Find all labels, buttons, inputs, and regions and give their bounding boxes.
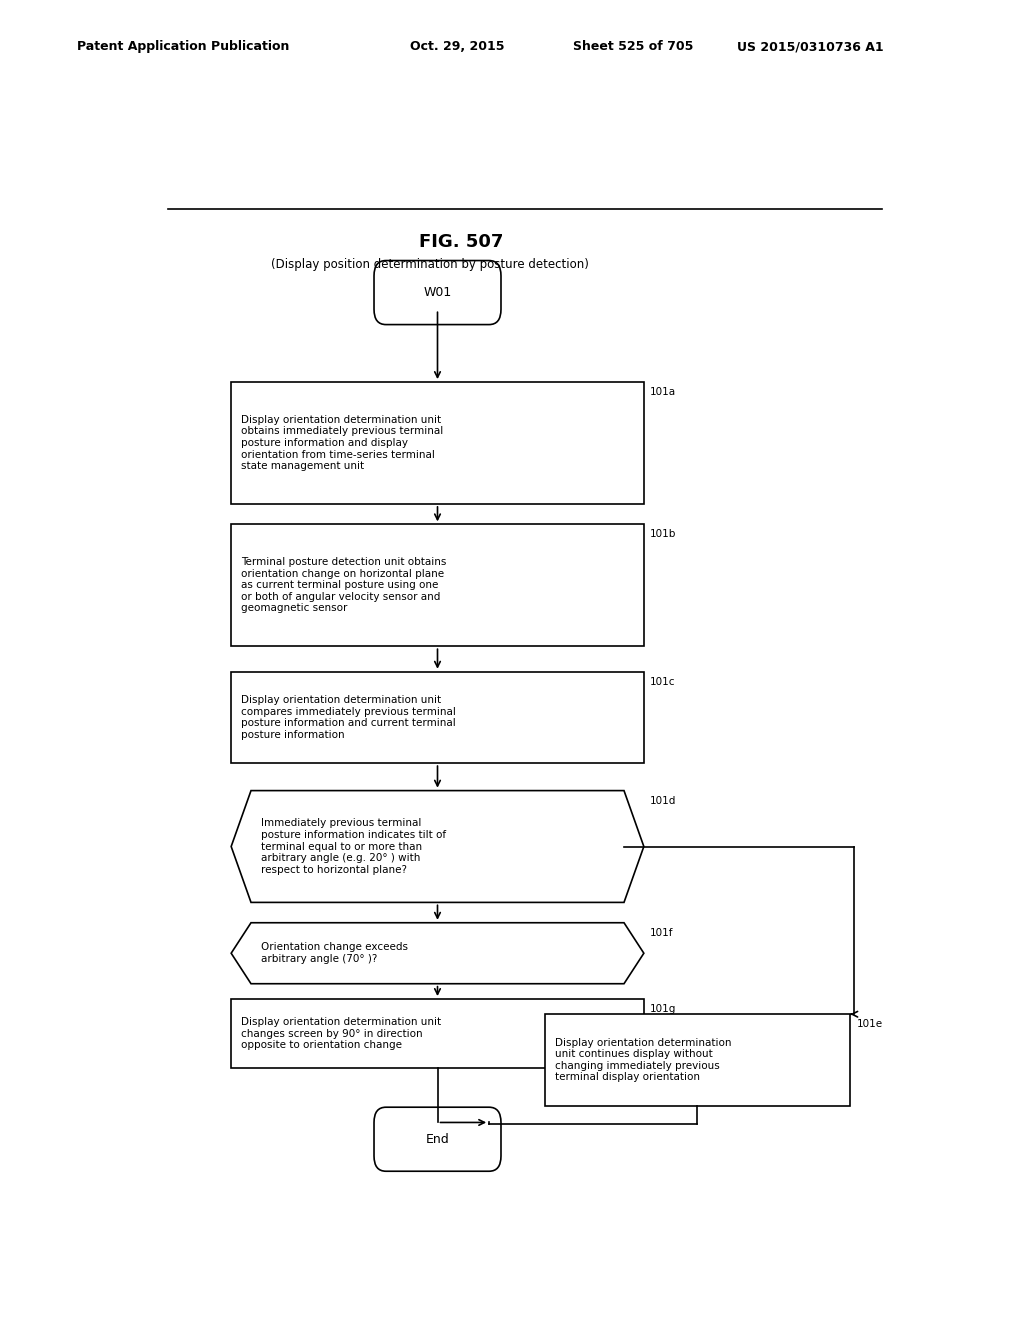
Text: (Display position determination by posture detection): (Display position determination by postu… <box>270 257 589 271</box>
Text: Display orientation determination
unit continues display without
changing immedi: Display orientation determination unit c… <box>555 1038 731 1082</box>
FancyBboxPatch shape <box>231 381 644 504</box>
FancyBboxPatch shape <box>231 999 644 1068</box>
Text: 101d: 101d <box>650 796 677 805</box>
FancyBboxPatch shape <box>374 1107 501 1171</box>
FancyBboxPatch shape <box>231 524 644 647</box>
Text: 101c: 101c <box>650 677 676 686</box>
Polygon shape <box>231 791 644 903</box>
Polygon shape <box>231 923 644 983</box>
Text: Display orientation determination unit
changes screen by 90° in direction
opposi: Display orientation determination unit c… <box>242 1016 441 1051</box>
Text: Display orientation determination unit
compares immediately previous terminal
po: Display orientation determination unit c… <box>242 696 457 739</box>
Text: Orientation change exceeds
arbitrary angle (70° )?: Orientation change exceeds arbitrary ang… <box>261 942 409 964</box>
Text: Terminal posture detection unit obtains
orientation change on horizontal plane
a: Terminal posture detection unit obtains … <box>242 557 446 614</box>
Text: Display orientation determination unit
obtains immediately previous terminal
pos: Display orientation determination unit o… <box>242 414 443 471</box>
Text: Oct. 29, 2015: Oct. 29, 2015 <box>410 40 504 53</box>
Text: End: End <box>426 1133 450 1146</box>
Text: 101e: 101e <box>856 1019 883 1030</box>
Text: Immediately previous terminal
posture information indicates tilt of
terminal equ: Immediately previous terminal posture in… <box>261 818 446 875</box>
Text: US 2015/0310736 A1: US 2015/0310736 A1 <box>737 40 884 53</box>
Text: 101a: 101a <box>650 387 676 397</box>
Text: Sheet 525 of 705: Sheet 525 of 705 <box>573 40 694 53</box>
Text: FIG. 507: FIG. 507 <box>419 232 504 251</box>
FancyBboxPatch shape <box>231 672 644 763</box>
Text: 101f: 101f <box>650 928 674 937</box>
Text: Patent Application Publication: Patent Application Publication <box>77 40 289 53</box>
Text: W01: W01 <box>423 286 452 300</box>
Text: 101g: 101g <box>650 1005 677 1014</box>
FancyBboxPatch shape <box>374 260 501 325</box>
Text: 101b: 101b <box>650 529 677 540</box>
FancyBboxPatch shape <box>545 1014 850 1106</box>
